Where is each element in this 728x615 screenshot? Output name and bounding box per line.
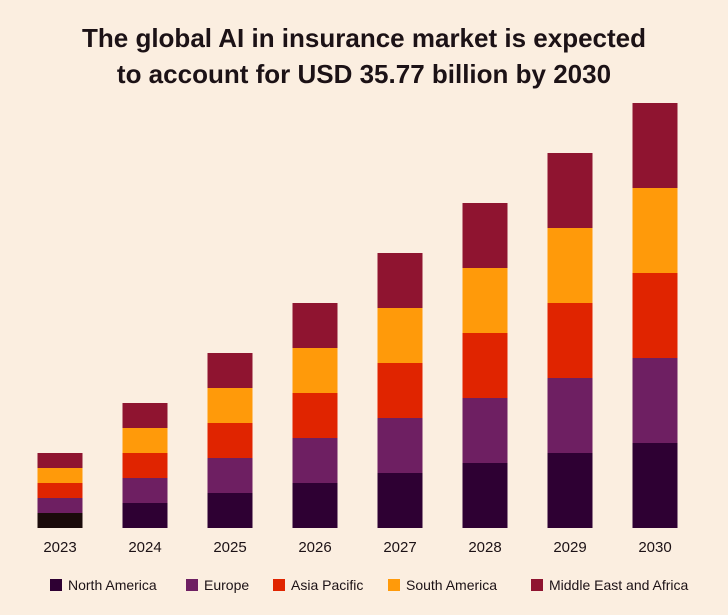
bar-segment-2029-north-america [547, 453, 593, 528]
legend-label: Asia Pacific [291, 577, 364, 593]
bar-segment-2028-europe [462, 398, 508, 463]
bar-segment-2029-asia-pacific [547, 303, 593, 378]
bar-segment-2030-middle-east-and-africa [632, 103, 678, 188]
bar-segment-2023-south-america [37, 468, 83, 483]
bar-segment-2029-middle-east-and-africa [547, 153, 593, 228]
bar-segment-2030-europe [632, 358, 678, 443]
bar-segment-2024-north-america [122, 503, 168, 528]
legend-item-north-america: North America [50, 575, 157, 595]
x-tick-label: 2027 [383, 539, 416, 556]
legend-label: Europe [204, 577, 250, 593]
x-tick-label: 2024 [128, 539, 161, 556]
stacked-bar-chart: 2023 2024 2025 2026 2027 2028 2029 2030 [37, 103, 678, 556]
bar-segment-2025-asia-pacific [207, 423, 253, 458]
bar-segment-2030-south-america [632, 188, 678, 273]
bar-segment-2026-asia-pacific [292, 393, 338, 438]
bar-segment-2024-asia-pacific [122, 453, 168, 478]
legend-item-europe: Europe [186, 575, 249, 595]
bar-segment-2030-north-america [632, 443, 678, 528]
bar-segment-2028-south-america [462, 268, 508, 333]
legend-item-asia-pacific: Asia Pacific [273, 575, 363, 595]
legend-swatch [50, 579, 62, 591]
legend-label: Middle East and Africa [549, 577, 689, 593]
chart-title-line-1: The global AI in insurance market is exp… [82, 23, 646, 53]
bar-segment-2027-middle-east-and-africa [377, 253, 423, 308]
bar-segment-2030-asia-pacific [632, 273, 678, 358]
legend-label: North America [68, 577, 157, 593]
legend-swatch [388, 579, 400, 591]
bar-segment-2025-middle-east-and-africa [207, 353, 253, 388]
bar-segment-2028-north-america [462, 463, 508, 528]
x-tick-label: 2025 [213, 539, 246, 556]
bar-segment-2029-south-america [547, 228, 593, 303]
bar-segment-2023-europe [37, 498, 83, 513]
x-tick-label: 2029 [553, 539, 586, 556]
bar-segment-2023-asia-pacific [37, 483, 83, 498]
bar-segment-2027-south-america [377, 308, 423, 363]
x-tick-label: 2028 [468, 539, 501, 556]
legend-label: South America [406, 577, 498, 593]
bar-segment-2025-europe [207, 458, 253, 493]
bar-segment-2026-north-america [292, 483, 338, 528]
legend-item-middle-east-and-africa: Middle East and Africa [531, 575, 688, 595]
x-tick-label: 2023 [43, 539, 76, 556]
chart-title-line-2: to account for USD 35.77 billion by 2030 [116, 59, 612, 89]
bar-segment-2026-middle-east-and-africa [292, 303, 338, 348]
bar-segment-2026-south-america [292, 348, 338, 393]
chart-legend: North America Europe Asia Pacific South Ame… [0, 575, 728, 595]
chart-title: The global AI in insurance market is exp… [0, 20, 728, 92]
bar-segment-2027-north-america [377, 473, 423, 528]
bar-segment-2024-europe [122, 478, 168, 503]
bar-segment-2024-middle-east-and-africa [122, 403, 168, 428]
bar-segment-2028-asia-pacific [462, 333, 508, 398]
legend-item-south-america: South America [388, 575, 497, 595]
bar-segment-2026-europe [292, 438, 338, 483]
bar-segment-2028-middle-east-and-africa [462, 203, 508, 268]
legend-swatch [273, 579, 285, 591]
legend-swatch [531, 579, 543, 591]
bar-segment-2025-south-america [207, 388, 253, 423]
legend-swatch [186, 579, 198, 591]
bar-segment-2023-north-america [37, 513, 83, 528]
bar-segment-2024-south-america [122, 428, 168, 453]
bar-segment-2027-europe [377, 418, 423, 473]
bar-segment-2023-middle-east-and-africa [37, 453, 83, 468]
bar-segment-2027-asia-pacific [377, 363, 423, 418]
x-tick-label: 2026 [298, 539, 331, 556]
bar-segment-2025-north-america [207, 493, 253, 528]
x-tick-label: 2030 [638, 539, 671, 556]
bar-segment-2029-europe [547, 378, 593, 453]
